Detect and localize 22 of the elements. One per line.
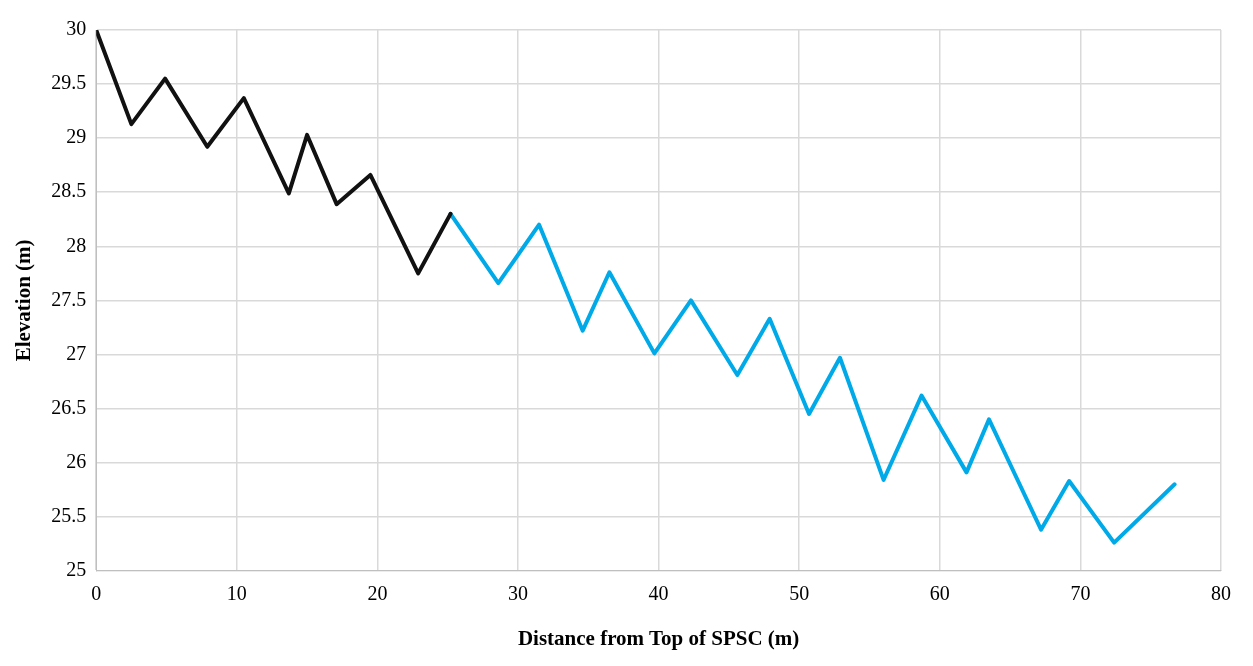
x-tick-label: 10	[226, 582, 247, 605]
y-tick-label: 30	[66, 17, 87, 40]
y-tick-label: 28	[66, 233, 87, 256]
x-tick-label: 60	[929, 582, 950, 605]
x-tick-label: 20	[367, 582, 388, 605]
y-tick-label: 27	[66, 341, 87, 364]
x-tick-label: 0	[91, 582, 102, 605]
x-tick-label: 40	[648, 582, 669, 605]
x-tick-label: 30	[508, 582, 528, 605]
x-tick-label: 70	[1070, 582, 1091, 605]
x-tick-label: 50	[789, 582, 810, 605]
y-tick-label: 28.5	[51, 179, 87, 202]
x-axis-title: Distance from Top of SPSC (m)	[517, 625, 800, 650]
y-axis-title: Elevation (m)	[11, 239, 36, 362]
y-tick-label: 26.5	[51, 395, 87, 418]
x-tick-label: 80	[1211, 582, 1231, 605]
y-tick-label: 25	[66, 558, 87, 581]
y-tick-label: 26	[66, 449, 87, 472]
y-tick-label: 27.5	[51, 287, 87, 310]
y-tick-label: 29.5	[51, 71, 87, 94]
y-tick-label: 29	[66, 125, 87, 148]
y-tick-label: 25.5	[51, 503, 87, 526]
